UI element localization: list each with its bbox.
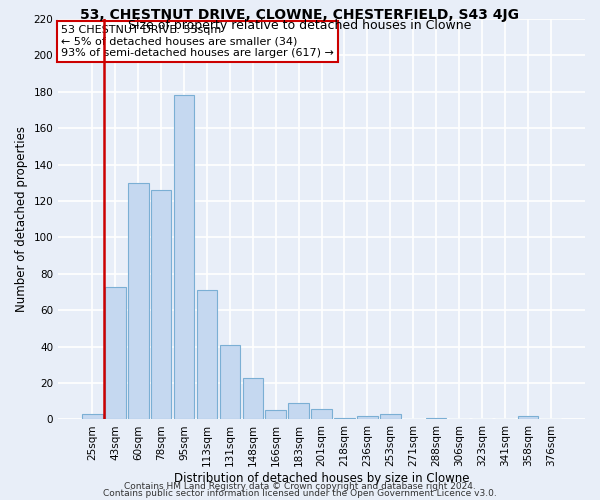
Bar xyxy=(151,190,172,420)
Text: Contains public sector information licensed under the Open Government Licence v3: Contains public sector information licen… xyxy=(103,488,497,498)
Bar xyxy=(105,286,125,420)
Bar xyxy=(311,408,332,420)
Text: 53, CHESTNUT DRIVE, CLOWNE, CHESTERFIELD, S43 4JG: 53, CHESTNUT DRIVE, CLOWNE, CHESTERFIELD… xyxy=(80,8,520,22)
Text: Contains HM Land Registry data © Crown copyright and database right 2024.: Contains HM Land Registry data © Crown c… xyxy=(124,482,476,491)
Bar xyxy=(426,418,446,420)
Text: 53 CHESTNUT DRIVE: 55sqm
← 5% of detached houses are smaller (34)
93% of semi-de: 53 CHESTNUT DRIVE: 55sqm ← 5% of detache… xyxy=(61,25,334,58)
Y-axis label: Number of detached properties: Number of detached properties xyxy=(15,126,28,312)
Bar xyxy=(128,183,149,420)
Bar xyxy=(265,410,286,420)
Bar xyxy=(174,96,194,419)
Bar xyxy=(357,416,378,420)
Bar xyxy=(82,414,103,420)
Bar xyxy=(197,290,217,420)
Bar xyxy=(334,418,355,420)
Bar xyxy=(220,345,240,420)
Bar xyxy=(242,378,263,420)
Bar xyxy=(289,403,309,419)
Bar xyxy=(380,414,401,420)
X-axis label: Distribution of detached houses by size in Clowne: Distribution of detached houses by size … xyxy=(174,472,469,485)
Bar xyxy=(518,416,538,420)
Text: Size of property relative to detached houses in Clowne: Size of property relative to detached ho… xyxy=(128,18,472,32)
